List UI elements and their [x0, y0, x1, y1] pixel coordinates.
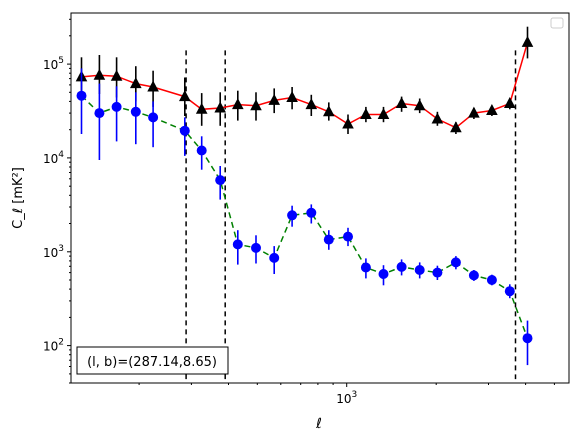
- series-1-point: [521, 35, 534, 47]
- series-2-point: [522, 333, 533, 344]
- y-axis-label: C_ℓ [mK²]: [11, 167, 26, 229]
- annotation-box: (l, b)=(287.14,8.65): [76, 346, 229, 375]
- plot-frame: [70, 12, 570, 384]
- series-2-point: [130, 106, 141, 117]
- series-1-point: [195, 102, 208, 114]
- series-1-point: [93, 68, 106, 80]
- series-1-point: [360, 108, 372, 119]
- series-1-point: [486, 104, 498, 115]
- series-2-point: [287, 210, 298, 221]
- series-1-point: [450, 121, 462, 133]
- chart-marks: [75, 26, 534, 380]
- series-2-point: [396, 261, 407, 272]
- series-1-point: [342, 117, 354, 129]
- series-2-point: [486, 275, 497, 285]
- series-2-point: [232, 239, 243, 250]
- series-1-point: [110, 69, 123, 81]
- series-2-point: [148, 112, 159, 123]
- series-2-point: [450, 257, 461, 268]
- series-1-point: [147, 80, 159, 92]
- series-2-point: [343, 231, 353, 242]
- series-1-point: [323, 105, 335, 117]
- series-1-point: [130, 77, 142, 89]
- annotation-text: (l, b)=(287.14,8.65): [87, 355, 217, 370]
- series-2-point: [76, 90, 87, 101]
- series-1-point: [268, 93, 280, 105]
- legend-box: [550, 17, 564, 29]
- series-2-point: [323, 234, 334, 245]
- series-2-point: [306, 207, 317, 218]
- series-1-point: [395, 97, 408, 108]
- series-1-point: [377, 108, 390, 119]
- annotation-frame: [76, 346, 229, 375]
- series-2-point: [432, 267, 443, 278]
- series-2-point: [504, 286, 515, 297]
- x-axis-label: ℓ: [315, 416, 322, 432]
- series-2-point: [196, 145, 207, 156]
- series-2-point: [111, 101, 122, 112]
- series-2-point: [269, 252, 280, 263]
- series-2-point: [251, 242, 261, 253]
- series-1-point: [232, 98, 244, 110]
- series-2-point: [215, 175, 226, 186]
- series-1-point: [305, 98, 318, 110]
- series-1-point: [431, 112, 444, 124]
- series-1-point: [286, 91, 298, 102]
- series-2-point: [179, 125, 190, 136]
- series-1-point: [250, 99, 262, 111]
- series-2-point: [378, 269, 389, 279]
- series-1-point: [504, 97, 516, 108]
- series-1-point: [413, 99, 426, 111]
- series-1-point: [214, 101, 226, 113]
- series-2-point: [360, 262, 371, 273]
- series-2-point: [94, 108, 105, 119]
- series-2-point: [414, 265, 425, 275]
- series-2-point: [468, 270, 479, 281]
- series-1-point: [179, 90, 191, 102]
- series-1-point: [468, 106, 480, 118]
